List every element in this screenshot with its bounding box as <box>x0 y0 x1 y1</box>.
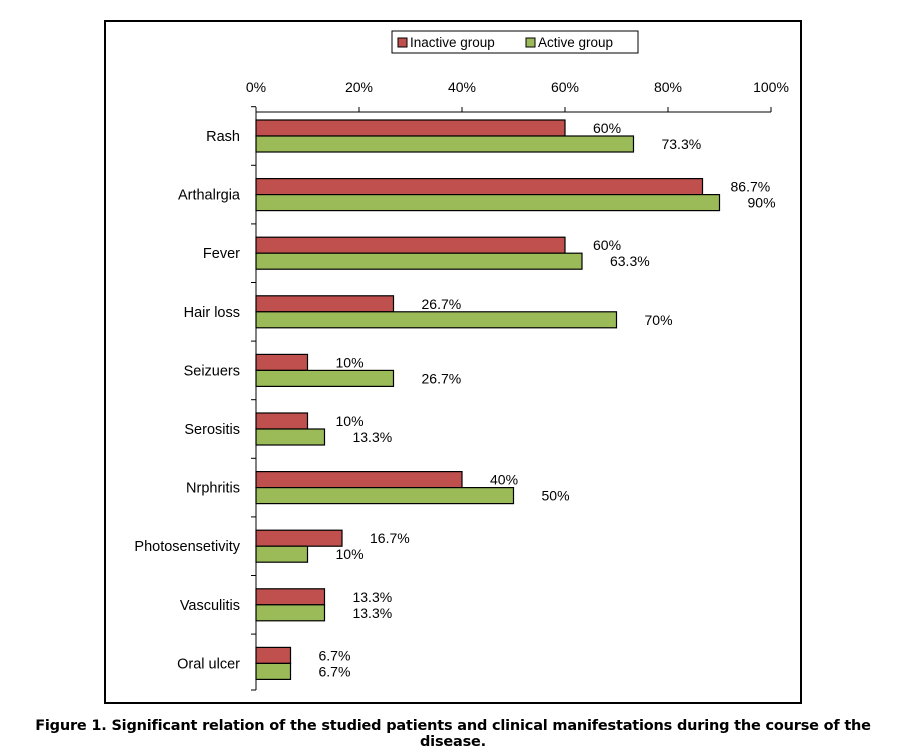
x-tick-label: 20% <box>345 79 373 95</box>
data-label-inactive: 6.7% <box>319 647 351 663</box>
bar-inactive <box>255 646 292 665</box>
x-tick-label: 0% <box>246 79 266 95</box>
category-label: Photosensetivity <box>134 539 240 555</box>
bar-active <box>255 369 395 387</box>
data-label-active: 6.7% <box>319 663 351 679</box>
bars-layer: 60%73.3%86.7%90%60%63.3%26.7%70%10%26.7%… <box>255 119 776 681</box>
category-label: Vasculitis <box>180 598 240 614</box>
data-label-active: 63.3% <box>610 253 650 269</box>
x-tick-label: 80% <box>654 79 682 95</box>
category-label: Hair loss <box>184 305 240 321</box>
bar-active <box>255 194 721 212</box>
data-label-active: 10% <box>336 546 364 562</box>
legend-label-inactive: Inactive group <box>410 35 495 50</box>
legend-label-active: Active group <box>538 35 613 50</box>
data-label-active: 50% <box>542 488 570 504</box>
category-label: Nrphritis <box>186 481 240 497</box>
category-label: Rash <box>206 129 240 145</box>
bar-active <box>255 604 326 622</box>
bar-active <box>255 428 326 446</box>
data-label-inactive: 26.7% <box>422 296 462 312</box>
bar-inactive <box>255 236 566 254</box>
category-label: Seizuers <box>184 363 240 379</box>
bar-inactive <box>255 412 309 430</box>
data-label-inactive: 10% <box>336 354 364 370</box>
bar-inactive <box>255 119 566 137</box>
category-label: Fever <box>203 246 240 262</box>
bar-inactive <box>255 178 704 196</box>
bar-active <box>255 311 618 329</box>
data-label-inactive: 40% <box>490 472 518 488</box>
bar-inactive <box>255 529 343 547</box>
x-tick-label: 40% <box>448 79 476 95</box>
bar-chart: Inactive group Active group 0% 20% 40% 60% 80… <box>134 30 789 691</box>
bar-active <box>255 252 583 270</box>
data-label-active: 90% <box>748 195 776 211</box>
category-label: Serositis <box>184 422 240 438</box>
category-label: Oral ulcer <box>177 656 240 672</box>
bar-active <box>255 135 635 153</box>
chart-legend: Inactive group Active group <box>391 30 639 54</box>
bar-inactive <box>255 588 326 606</box>
data-label-inactive: 60% <box>593 120 621 136</box>
legend-swatch-active <box>525 37 536 48</box>
legend-box <box>391 30 639 54</box>
bar-inactive <box>255 353 309 371</box>
data-label-active: 70% <box>645 312 673 328</box>
data-label-active: 26.7% <box>422 370 462 386</box>
x-tick-label: 100% <box>753 79 789 95</box>
category-labels: Rash Arthalrgia Fever Hair loss Seizuers Sero… <box>134 106 256 691</box>
data-label-inactive: 13.3% <box>352 589 392 605</box>
data-label-active: 73.3% <box>661 136 701 152</box>
data-label-inactive: 10% <box>336 413 364 429</box>
legend-swatch-inactive <box>397 37 408 48</box>
bar-inactive <box>255 295 395 313</box>
bar-active <box>255 487 515 505</box>
data-label-inactive: 86.7% <box>731 179 771 195</box>
bar-inactive <box>255 471 463 489</box>
figure-caption: Figure 1. Significant relation of the st… <box>35 718 871 750</box>
bar-active <box>255 545 309 563</box>
data-label-active: 13.3% <box>352 605 392 621</box>
data-label-active: 13.3% <box>352 429 392 445</box>
data-label-inactive: 16.7% <box>370 530 410 546</box>
category-label: Arthalrgia <box>178 188 241 204</box>
bar-active <box>255 662 292 681</box>
data-label-inactive: 60% <box>593 237 621 253</box>
x-tick-label: 60% <box>551 79 579 95</box>
